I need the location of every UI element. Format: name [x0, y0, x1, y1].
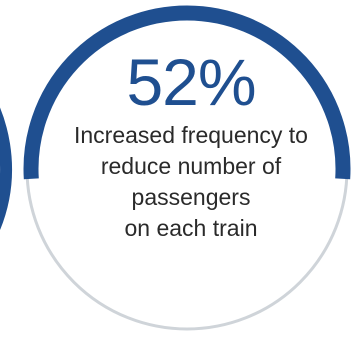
caption-line-2: reduce number of [100, 153, 282, 179]
percent-value: 52% [126, 45, 256, 119]
adjacent-gauge-fill [0, 107, 12, 230]
stat-caption: Increased frequency to reduce number of … [56, 120, 326, 244]
caption-line-3: passengers [131, 184, 251, 210]
stat-box: 52% Increased frequency to reduce number… [56, 46, 326, 244]
adjacent-gauge-fragment [0, 107, 12, 230]
caption-line-1: Increased frequency to [74, 122, 308, 148]
caption-line-4: on each train [124, 215, 258, 241]
main-gauge [23, 5, 351, 331]
gauge-fill-arc [23, 5, 351, 180]
